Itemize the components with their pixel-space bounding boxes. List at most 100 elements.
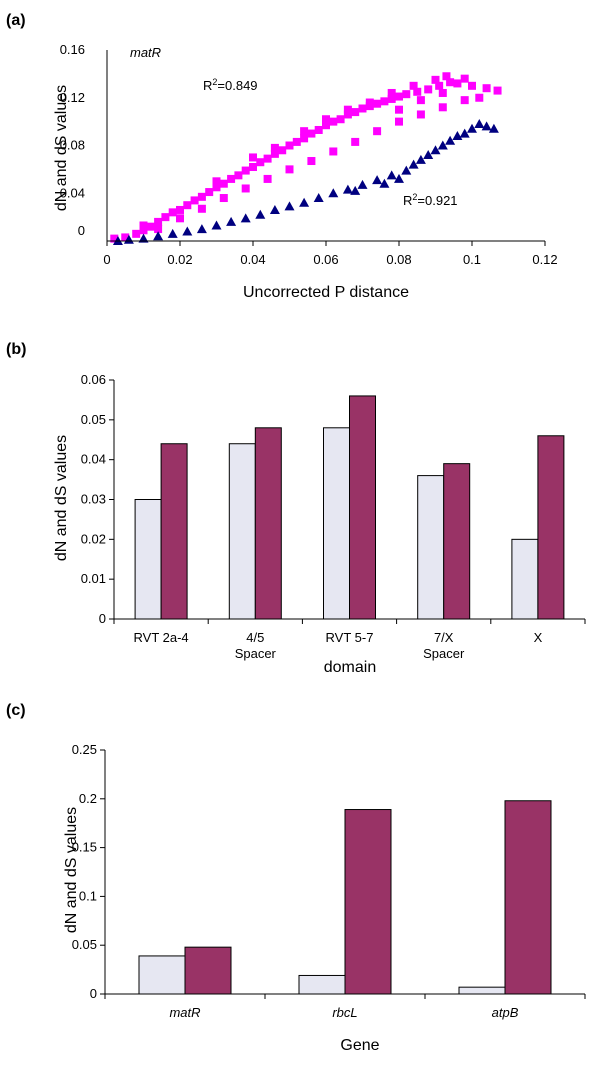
- panel-c-bar-s1-2: [504, 800, 552, 995]
- panel-b-x-axis-title: domain: [324, 659, 376, 676]
- panel-b-y-tick-label: 0.02: [81, 531, 106, 546]
- scatter-point-s0-16: [234, 171, 243, 180]
- scatter-point-s0-17: [241, 166, 250, 175]
- panel-b-category-label: X: [534, 630, 543, 645]
- scatter-point-s0-43: [446, 78, 455, 87]
- scatter-point-s0-7: [168, 208, 177, 217]
- panel-b-bar-s0-4: [511, 538, 539, 620]
- scatter-point-s1-23: [423, 150, 434, 160]
- scatter-point-s0-40: [413, 87, 422, 96]
- r2-label-navy-sup: 2: [412, 192, 417, 202]
- scatter-point-s0-5: [154, 217, 163, 226]
- scatter-point-s0-61: [438, 103, 447, 112]
- panel-c-bar-s0-1: [298, 974, 346, 995]
- scatter-point-s0-47: [493, 86, 502, 95]
- panel-b-bar-s1-2: [349, 395, 376, 620]
- scatter-point-s0-75: [442, 72, 451, 81]
- panel-c-bars: [138, 800, 552, 995]
- scatter-point-s0-18: [249, 162, 257, 171]
- panel-b-category-label: Spacer: [235, 646, 277, 661]
- panel-b-bar-s1-3: [443, 463, 471, 620]
- panel-a-axes: 0 0.02 0.04 0.06 0.08 0.1 0.12 0 0.04 0.08 0.12 0.1…: [60, 42, 558, 267]
- scatter-point-s1-10: [255, 209, 266, 219]
- scatter-point-s1-3: [153, 231, 164, 241]
- scatter-point-s0-53: [263, 174, 272, 183]
- scatter-point-s0-59: [395, 117, 403, 126]
- scatter-point-s0-66: [249, 153, 257, 162]
- scatter-point-s0-3: [139, 226, 148, 235]
- panel-b-bar-s0-2: [323, 427, 350, 620]
- scatter-point-s0-22: [278, 146, 287, 155]
- scatter-point-s0-8: [176, 205, 184, 214]
- scatter-point-s0-56: [329, 147, 338, 156]
- panel-b-bar-s1-4: [537, 435, 565, 620]
- scatter-point-s1-30: [488, 123, 499, 133]
- scatter-point-s1-5: [182, 226, 193, 236]
- scatter-point-s0-79: [438, 88, 447, 97]
- panel-b-category-label: 7/X: [434, 630, 454, 645]
- panel-c-axes: matR rbcL atpB 0 0.05 0.1 0.15 0.2 0.25: [72, 742, 586, 1020]
- scatter-point-s1-29: [481, 121, 492, 131]
- scatter-point-s0-37: [387, 94, 396, 103]
- panel-b-y-tick-label: 0: [99, 611, 106, 626]
- panel-c-y-tick-label: 0.2: [79, 791, 97, 806]
- scatter-point-s0-51: [219, 194, 228, 203]
- r2-label-pink-sup: 2: [212, 77, 217, 87]
- scatter-point-s1-16: [342, 184, 353, 194]
- scatter-point-s0-27: [314, 125, 323, 134]
- panel-a-x-tick-label: 0.08: [386, 252, 411, 267]
- panel-a-x-tick-label: 0.1: [463, 252, 481, 267]
- scatter-point-s1-19: [386, 170, 397, 180]
- scatter-point-s1-26: [445, 135, 456, 145]
- scatter-point-s0-28: [322, 121, 330, 130]
- scatter-point-s0-76: [460, 74, 469, 83]
- panel-b-y-tick-label: 0.06: [81, 372, 106, 387]
- panel-a-gene-annotation: matR: [130, 45, 161, 60]
- scatter-point-s0-65: [212, 177, 221, 186]
- scatter-point-s0-12: [205, 188, 214, 197]
- scatter-point-s1-21: [408, 159, 419, 169]
- scatter-point-s0-9: [183, 201, 192, 210]
- scatter-point-s0-70: [343, 105, 352, 114]
- scatter-point-s0-21: [270, 149, 279, 158]
- panel-b-label: (b): [6, 341, 26, 358]
- panel-c-bar-s1-1: [344, 809, 392, 995]
- r2-label-navy-base: R: [403, 193, 412, 208]
- panel-b-bar-s0-0: [134, 499, 162, 620]
- r2-label-pink: R2=0.849: [203, 77, 258, 93]
- scatter-point-s0-11: [197, 192, 206, 201]
- scatter-point-s0-13: [212, 183, 221, 192]
- scatter-point-s0-38: [395, 92, 403, 101]
- scatter-point-s1-9: [240, 213, 251, 223]
- scatter-point-s0-60: [416, 110, 425, 119]
- panel-c-bar-s0-2: [458, 986, 506, 995]
- scatter-point-s0-19: [256, 158, 265, 167]
- scatter-point-s1-35: [474, 119, 485, 129]
- panel-b-bar-s1-1: [254, 427, 282, 620]
- panel-a-y-tick-label: 0.04: [60, 185, 85, 200]
- panel-a-label: (a): [6, 12, 26, 29]
- scatter-point-s0-54: [285, 165, 294, 174]
- scatter-point-s0-33: [358, 104, 367, 113]
- scatter-point-s0-14: [219, 179, 228, 188]
- panel-c-bar-chart: (c) dN and dS values Gene matR rbcL atpB 0 0…: [6, 702, 586, 1054]
- scatter-point-s0-50: [197, 204, 206, 213]
- scatter-point-s0-24: [292, 137, 301, 146]
- scatter-point-s0-73: [409, 81, 418, 90]
- scatter-point-s0-0: [110, 234, 119, 243]
- panel-a-x-tick-label: 0.12: [532, 252, 557, 267]
- scatter-point-s1-33: [394, 173, 404, 183]
- scatter-point-s0-39: [402, 90, 411, 99]
- panel-c-bar-s1-0: [184, 946, 232, 995]
- scatter-point-s0-44: [453, 79, 462, 88]
- scatter-point-s1-22: [415, 154, 426, 164]
- scatter-point-s0-35: [373, 99, 382, 108]
- panel-a-x-tick-label: 0: [103, 252, 110, 267]
- scatter-point-s0-69: [322, 115, 330, 124]
- panel-b-bar-s1-0: [160, 443, 188, 620]
- scatter-point-s0-71: [365, 98, 374, 107]
- scatter-point-s1-25: [437, 140, 448, 150]
- scatter-point-s0-57: [351, 137, 360, 146]
